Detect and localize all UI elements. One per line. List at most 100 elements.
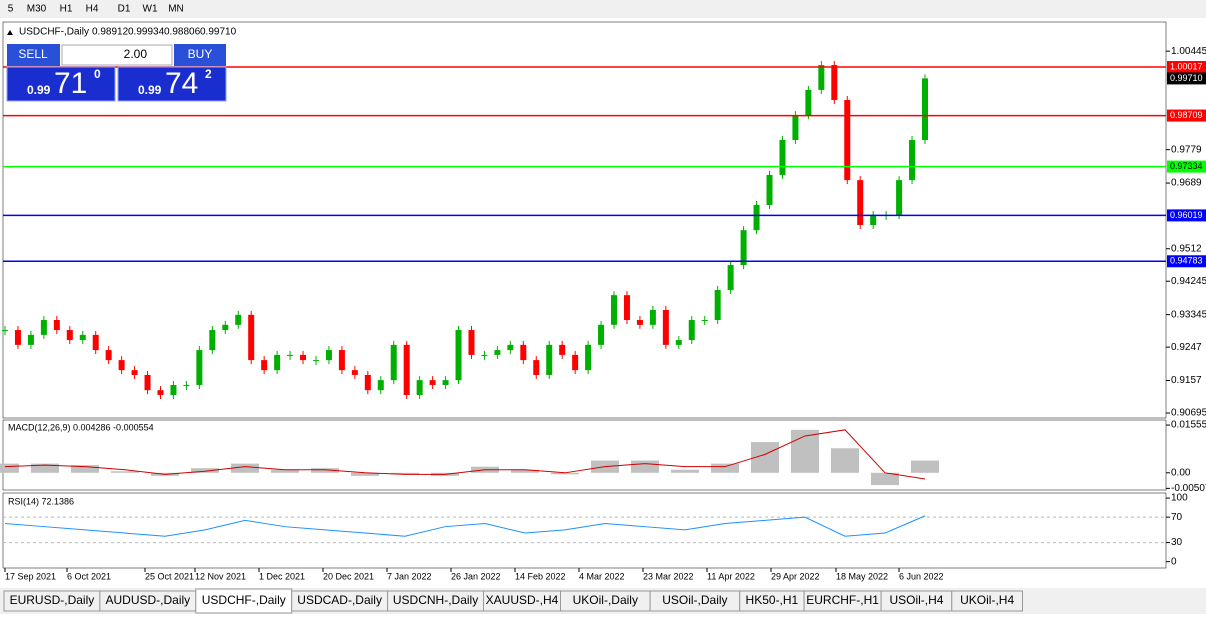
- x-tick-label: 14 Feb 2022: [515, 571, 566, 581]
- price-box[interactable]: [117, 66, 227, 102]
- candle: [131, 370, 138, 375]
- sell-button[interactable]: [7, 44, 60, 66]
- candle: [274, 354, 281, 371]
- candle: [118, 360, 125, 371]
- timeframe-button[interactable]: [2, 1, 19, 17]
- tab-label[interactable]: USOil-,Daily: [662, 593, 727, 607]
- macd-bar: [791, 429, 819, 473]
- candle: [2, 330, 8, 332]
- timeframe-label[interactable]: MN: [168, 4, 184, 15]
- candle: [520, 344, 527, 361]
- candle: [468, 330, 475, 355]
- y-tick-label: 0.9157: [1171, 375, 1202, 386]
- current-price-box: [1167, 72, 1206, 85]
- tab-label[interactable]: USOil-,H4: [889, 593, 943, 607]
- x-tick-label: 12 Nov 2021: [195, 571, 246, 581]
- macd-bar: [191, 468, 219, 473]
- x-tick-label: 4 Mar 2022: [579, 571, 625, 581]
- candle: [416, 380, 423, 395]
- ohlc-value: 0.99710: [200, 27, 237, 38]
- tab-label[interactable]: XAUUSD-,H4: [486, 593, 559, 607]
- x-tick-label: 18 May 2022: [836, 571, 888, 581]
- timeframe-button[interactable]: [54, 1, 78, 17]
- buy-label[interactable]: BUY: [188, 47, 213, 61]
- level-label: 1.00017: [1170, 61, 1203, 71]
- candle: [688, 320, 695, 341]
- macd-bar: [831, 448, 859, 473]
- candle: [675, 340, 682, 345]
- tab[interactable]: [951, 590, 1023, 612]
- level-label-box: [1167, 209, 1206, 222]
- y-tick-label: 0: [1171, 556, 1177, 567]
- timeframe-button[interactable]: [80, 1, 104, 17]
- candle: [429, 380, 436, 385]
- candle: [494, 350, 501, 355]
- candle: [66, 330, 73, 341]
- candle: [390, 344, 397, 381]
- candle: [818, 65, 825, 90]
- candle: [507, 344, 514, 351]
- sell-label[interactable]: SELL: [18, 47, 48, 61]
- candle: [662, 310, 669, 345]
- candle: [727, 265, 734, 290]
- tab-label[interactable]: USDCHF-,Daily: [202, 593, 286, 607]
- macd-bar: [31, 463, 59, 473]
- level-label: 0.97334: [1170, 161, 1203, 171]
- candle: [598, 324, 605, 345]
- macd-bar: [551, 472, 579, 475]
- x-tick-label: 20 Dec 2021: [323, 571, 374, 581]
- rsi-line: [4, 515, 926, 537]
- price-big[interactable]: 0.99: [138, 83, 162, 97]
- price-box[interactable]: [6, 66, 116, 102]
- price-frac[interactable]: 2: [205, 67, 212, 81]
- candle: [792, 115, 799, 141]
- lot-field[interactable]: [61, 44, 173, 66]
- tab-label[interactable]: HK50-,H1: [746, 593, 799, 607]
- timeframe-button[interactable]: [112, 1, 136, 17]
- timeframe-label[interactable]: H4: [86, 4, 99, 15]
- timeframe-label[interactable]: W1: [143, 4, 158, 15]
- timeframe-button[interactable]: [21, 1, 52, 17]
- candle: [533, 360, 540, 375]
- candle: [144, 374, 151, 391]
- candle: [157, 390, 164, 395]
- price-pips[interactable]: 71: [54, 67, 87, 100]
- tab-label[interactable]: UKOil-,Daily: [573, 593, 638, 607]
- y-tick-label: 1.00445: [1171, 46, 1206, 57]
- macd-bar: [871, 472, 899, 486]
- toolbar: [0, 0, 1206, 18]
- tab-label[interactable]: UKOil-,H4: [960, 593, 1014, 607]
- price-frac[interactable]: 0: [94, 67, 101, 81]
- x-tick-label: 6 Oct 2021: [67, 571, 111, 581]
- x-tick-label: 11 Apr 2022: [707, 571, 755, 581]
- macd-bar: [271, 469, 299, 473]
- timeframe-label[interactable]: M30: [27, 4, 47, 15]
- candle: [844, 99, 851, 181]
- tab-label[interactable]: AUDUSD-,Daily: [106, 593, 191, 607]
- tab-label[interactable]: EURUSD-,Daily: [10, 593, 95, 607]
- timeframe-label[interactable]: H1: [60, 4, 73, 15]
- buy-button[interactable]: [174, 44, 226, 66]
- macd-signal: [4, 429, 926, 480]
- x-tick-label: 17 Sep 2021: [5, 571, 56, 581]
- candle: [442, 380, 449, 385]
- tab-label[interactable]: USDCNH-,Daily: [393, 593, 478, 607]
- price-big[interactable]: 0.99: [27, 83, 51, 97]
- lot-value[interactable]: 2.00: [124, 47, 148, 61]
- price-pips[interactable]: 74: [165, 67, 198, 100]
- candle: [222, 324, 229, 331]
- timeframe-label[interactable]: D1: [118, 4, 131, 15]
- timeframe-button[interactable]: [138, 1, 162, 17]
- macd-bar: [311, 468, 339, 473]
- tab-label[interactable]: USDCAD-,Daily: [297, 593, 382, 607]
- timeframe-label[interactable]: 5: [8, 4, 14, 15]
- tab-label[interactable]: EURCHF-,H1: [806, 593, 879, 607]
- candle: [779, 140, 786, 175]
- candle: [79, 334, 86, 341]
- timeframe-button[interactable]: [164, 1, 188, 17]
- candle: [805, 89, 812, 116]
- candle: [753, 204, 760, 231]
- x-tick-label: 6 Jun 2022: [899, 571, 944, 581]
- x-tick-label: 29 Apr 2022: [771, 571, 820, 581]
- candle: [27, 334, 34, 345]
